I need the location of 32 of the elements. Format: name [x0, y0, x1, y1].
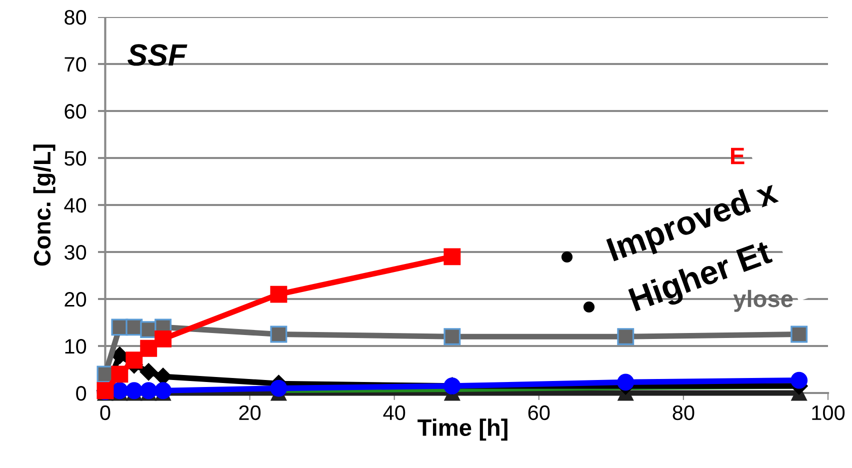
text: E	[731, 148, 744, 164]
point	[140, 363, 158, 381]
point	[444, 328, 461, 346]
y-tick-label: 60	[64, 104, 86, 119]
x-axis-title: Time [h]	[418, 418, 508, 441]
point	[790, 326, 808, 343]
point	[270, 326, 288, 343]
x-tick-label: 20	[239, 405, 261, 420]
point	[126, 352, 143, 369]
point	[154, 330, 172, 348]
point	[790, 372, 808, 389]
y-tick-label: 70	[64, 57, 86, 72]
point	[617, 328, 634, 346]
x-tick-label: 0	[100, 405, 110, 420]
point	[444, 248, 461, 266]
x-tick-label: 40	[383, 405, 406, 420]
x-tick-label: 60	[528, 405, 550, 420]
point	[270, 380, 288, 397]
y-tick-label: 30	[64, 245, 86, 260]
x-tick-label: 100	[812, 405, 845, 420]
y-tick-label: 0	[76, 386, 86, 401]
point	[140, 340, 158, 357]
y-tick-label: 80	[64, 10, 86, 25]
point	[111, 366, 128, 383]
y-tick-label: 50	[64, 151, 86, 166]
y-tick-label: 40	[64, 198, 86, 213]
x-tick-label: 80	[672, 405, 694, 420]
y-axis-title: Conc. [g/L]	[33, 144, 56, 266]
text: SSF	[128, 44, 188, 66]
y-tick-label: 20	[64, 292, 86, 307]
point	[270, 286, 288, 303]
y-tick-label: 10	[65, 339, 86, 354]
